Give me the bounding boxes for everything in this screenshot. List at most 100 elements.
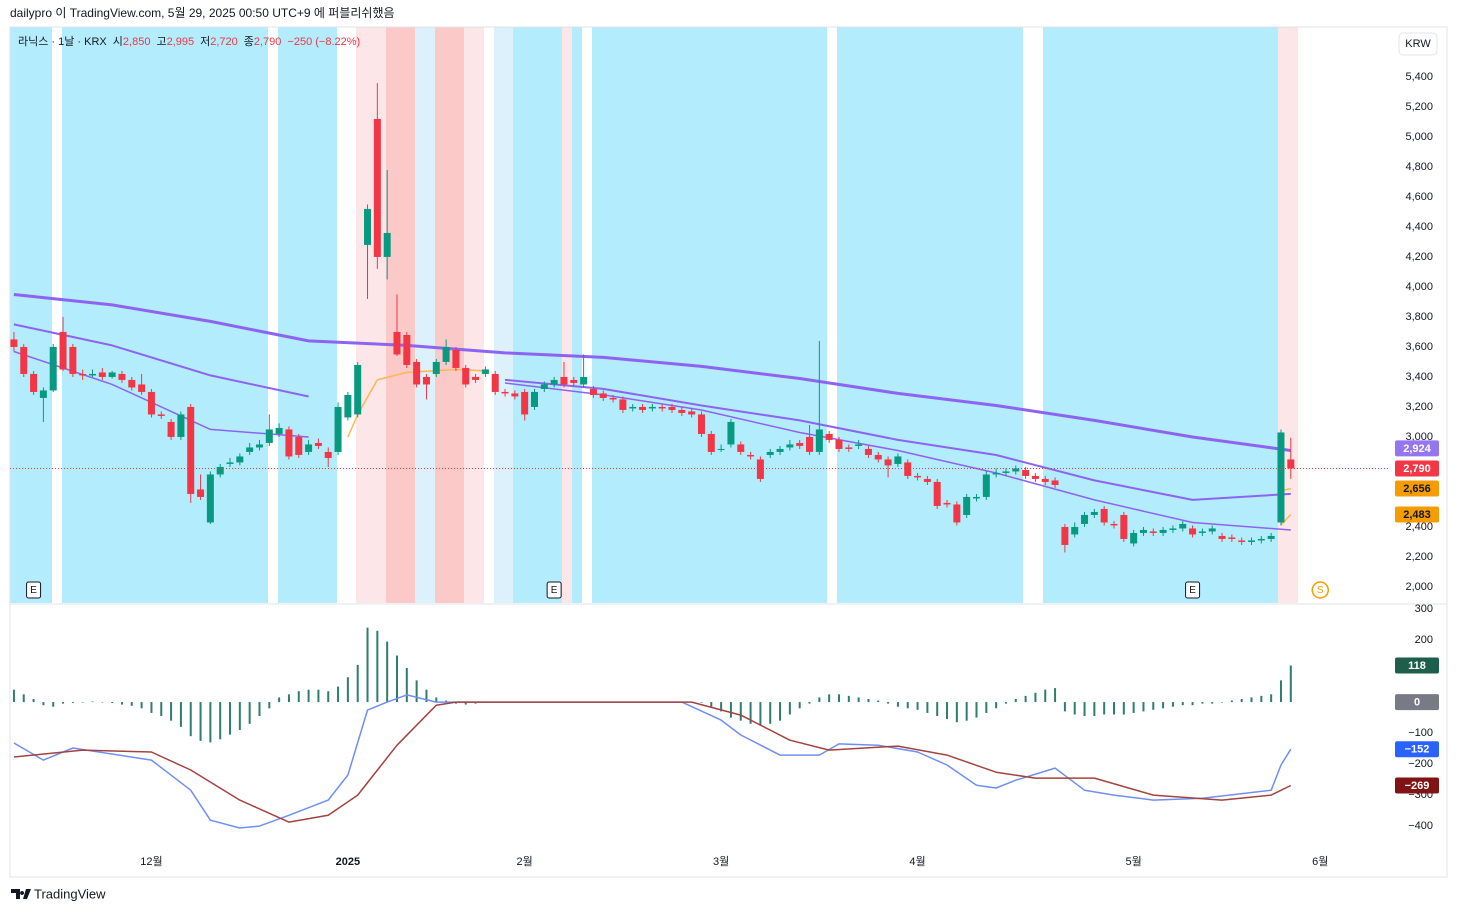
candle-body [118,373,126,380]
histogram-bar [464,702,467,705]
histogram-bar [91,701,94,703]
histogram-bar [1152,702,1155,710]
state-band [494,27,513,603]
candle-body [835,439,843,449]
histogram-bar [1004,702,1007,704]
histogram-bar [1142,702,1145,712]
candle-body [717,448,725,450]
currency[interactable]: KRW [1405,38,1431,50]
candle-body [1159,529,1167,533]
candle-body [678,409,686,413]
candle-body [953,504,961,523]
candle-body [668,406,676,410]
candle-body [786,444,794,448]
candle-body [354,364,362,415]
candle-body [570,379,578,383]
histogram-bar [1054,688,1057,703]
histogram-bar [779,702,782,721]
y-tick-label: 4,200 [1405,251,1433,263]
histogram-bar [1063,702,1066,712]
currency-button[interactable] [1398,32,1438,56]
candle-body [806,436,814,452]
histogram-bar [710,702,713,707]
candle-body [894,456,902,464]
state-band [464,27,484,603]
candle-body [462,367,470,385]
candle-body [69,346,77,374]
histogram-bar [1044,689,1047,703]
x-tick-label: 4월 [909,855,925,868]
histogram-bar [268,702,271,709]
candle-body [59,331,67,370]
candle-body [776,448,784,452]
candle-body [314,442,322,446]
logo-text: TradingView [34,886,106,901]
candle-body [491,373,499,392]
price-tag-label: 2,483 [1403,509,1431,521]
histogram-bar [769,702,772,724]
histogram-bar [1260,695,1263,703]
candle-body [393,331,401,355]
histogram-bar [1093,702,1096,717]
candle-body [39,390,47,398]
candle-body [305,444,313,452]
candle-body [383,232,391,257]
price-tag-label: 0 [1414,696,1420,708]
histogram-bar [160,702,163,717]
histogram-bar [199,702,202,741]
histogram-bar [906,702,909,709]
candle-body [815,429,823,452]
histogram-bar [1221,702,1224,703]
histogram-bar [916,702,919,710]
candle-body [982,474,990,497]
histogram-bar [258,702,261,717]
candle-body [1257,538,1265,541]
state-band [562,27,572,603]
candle-body [884,459,892,466]
x-tick-label: 12월 [140,855,162,868]
candle-body [540,384,548,389]
candle-body [1208,528,1216,532]
indicator-line [13,293,1292,452]
candle-body [1031,475,1039,479]
marker-label: E [551,585,558,596]
candle-body [422,376,430,385]
y-tick-label: 5,400 [1405,71,1433,83]
candle-body [147,391,155,415]
candle-body [648,406,656,409]
candle-body [1002,471,1010,473]
histogram-bar [1250,697,1253,703]
candle-body [933,481,941,506]
candle-body [923,478,931,482]
histogram-bar [739,702,742,721]
candle-body [511,393,519,397]
y-tick-label: 2,400 [1405,521,1433,533]
histogram-bar [140,702,143,709]
candle-body [452,349,460,368]
histogram-bar [720,702,723,712]
histogram-bar [1289,665,1292,703]
histogram-bar [170,702,173,721]
histogram-bar [1083,702,1086,717]
histogram-bar [985,702,988,713]
histogram-bar [1132,702,1135,713]
y-tick-label: 3,000 [1405,431,1433,443]
histogram-bar [346,677,349,703]
histogram-bar [81,702,84,703]
indicator-line [13,694,1292,829]
candle-body [1022,469,1030,476]
histogram-bar [1113,702,1115,715]
y-tick-label: 3,600 [1405,341,1433,353]
price-tag [1395,506,1439,523]
histogram-bar [474,702,477,704]
legend-key: 저 [200,35,210,48]
candle-body [1130,532,1138,544]
candle-body [914,475,922,478]
state-band [10,27,52,603]
price-tag [1395,657,1439,674]
candle-body [413,361,421,385]
candle-body [128,379,136,388]
histogram-bar [307,689,310,703]
y-tick-label: 3,400 [1405,371,1433,383]
legend-value: 2,720 [210,36,238,48]
